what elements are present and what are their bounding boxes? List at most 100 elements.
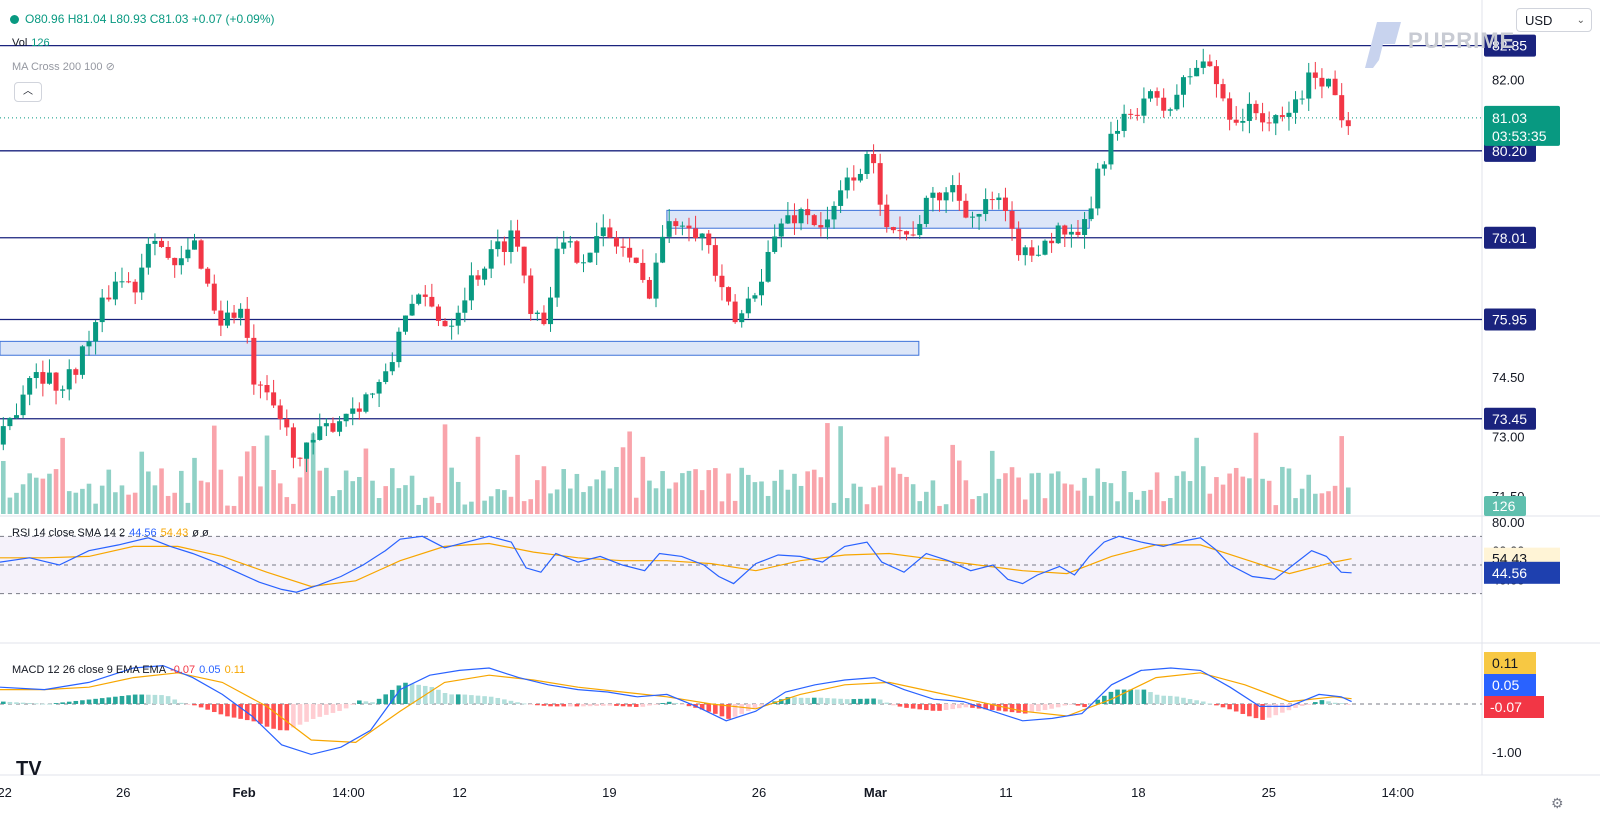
volume-bar (1280, 466, 1285, 514)
volume-bar (218, 469, 224, 514)
candle-body (798, 209, 804, 224)
macd-histogram-bar (343, 704, 349, 709)
volume-bar (33, 477, 39, 514)
volume-bar (713, 468, 718, 514)
macd-histogram-bar (86, 699, 92, 704)
candle-body (1273, 115, 1279, 124)
candle-body (620, 246, 626, 248)
macd-histogram-bar (864, 698, 870, 704)
candle-body (7, 417, 13, 427)
candle-body (732, 301, 738, 323)
volume-bar (587, 486, 593, 514)
candle-body (198, 240, 204, 269)
candle-body (745, 298, 751, 314)
candle-body (297, 457, 303, 459)
candle-body (46, 372, 52, 384)
macd-histogram-bar (891, 704, 896, 706)
macd-histogram-bar (1128, 689, 1134, 704)
volume-bar (924, 491, 929, 514)
candle-body (1009, 210, 1015, 229)
candle-body (343, 413, 349, 422)
macd-histogram-bar (482, 696, 487, 704)
candle-body (422, 294, 428, 297)
volume-bar (1108, 483, 1114, 514)
price-tick-label: 73.00 (1492, 430, 1525, 445)
macd-histogram-bar (838, 698, 843, 704)
volume-bar (765, 495, 771, 514)
candle-body (600, 227, 606, 237)
macd-histogram-bar (594, 704, 599, 706)
candle-body (1319, 77, 1325, 87)
candle-body (917, 223, 923, 236)
volume-bar (422, 497, 428, 514)
volume-bar (284, 497, 290, 514)
macd-histogram-bar (455, 694, 461, 704)
candle-body (699, 233, 705, 238)
volume-bar (1148, 489, 1153, 514)
candle-body (402, 315, 408, 332)
volume-tag-label: 126 (1492, 498, 1516, 514)
candle-body (772, 236, 778, 252)
candle-body (633, 257, 639, 263)
macd-tick-label: -1.00 (1492, 745, 1522, 760)
macd-histogram-bar (666, 701, 672, 704)
candle-body (126, 281, 132, 283)
level-price-label: 82.85 (1492, 38, 1527, 54)
candle-body (580, 262, 586, 264)
candle-body (930, 192, 936, 198)
volume-bar (818, 477, 824, 514)
volume-bar (706, 470, 712, 514)
macd-histogram-bar (963, 704, 969, 708)
candle-body (376, 381, 382, 394)
candle-body (864, 154, 870, 174)
volume-bar (60, 437, 65, 514)
eye-off-icon[interactable]: ⊘ (105, 61, 115, 73)
macd-histogram-bar (943, 704, 949, 710)
candle-body (871, 154, 877, 164)
volume-bar (14, 492, 19, 514)
candle-body (1029, 247, 1035, 256)
volume-bar (469, 501, 474, 514)
macd-histogram-bar (541, 704, 547, 706)
currency-selector[interactable]: USD ⌄ (1516, 8, 1592, 32)
volume-bar (521, 501, 527, 514)
macd-histogram-bar (937, 704, 942, 711)
macd-histogram-bar (469, 695, 474, 704)
volume-bar (238, 476, 243, 514)
candle-body (805, 209, 811, 216)
volume-bar (159, 468, 164, 514)
candle-body (594, 236, 600, 253)
macd-histogram-bar (1049, 704, 1054, 709)
macd-histogram-bar (548, 704, 553, 707)
volume-bar (106, 469, 112, 514)
candle-body (231, 312, 237, 318)
candle-body (791, 215, 797, 224)
time-tick-label: Mar (864, 785, 887, 800)
macd-tag (1484, 674, 1536, 696)
level-price-tag (1484, 407, 1536, 430)
volume-bar (917, 501, 923, 514)
macd-histogram-bar (66, 701, 72, 704)
volume-bar (798, 485, 804, 514)
candle-body (356, 408, 362, 412)
macd-histogram-bar (1062, 704, 1068, 706)
candle-body (323, 423, 329, 427)
time-tick-label: 14:00 (1382, 785, 1415, 800)
collapse-legend-button[interactable]: ︿ (14, 82, 42, 102)
candle-body (1207, 61, 1213, 67)
volume-bar (363, 448, 369, 514)
volume-bar (515, 454, 520, 514)
macd-histogram-bar (752, 704, 758, 709)
macd-histogram-bar (1280, 704, 1285, 713)
macd-histogram-bar (904, 704, 909, 708)
candle-body (838, 190, 844, 206)
macd-histogram-bar (858, 698, 863, 704)
candle-body (396, 331, 402, 363)
settings-gear-icon[interactable]: ⚙ (1551, 795, 1564, 811)
candle-body (1279, 115, 1285, 117)
macd-histogram-bar (1069, 704, 1074, 705)
macd-histogram-bar (1161, 695, 1166, 704)
rsi-label: RSI 14 close SMA 14 2 (12, 527, 126, 539)
rsi-sma-line (0, 542, 1352, 588)
